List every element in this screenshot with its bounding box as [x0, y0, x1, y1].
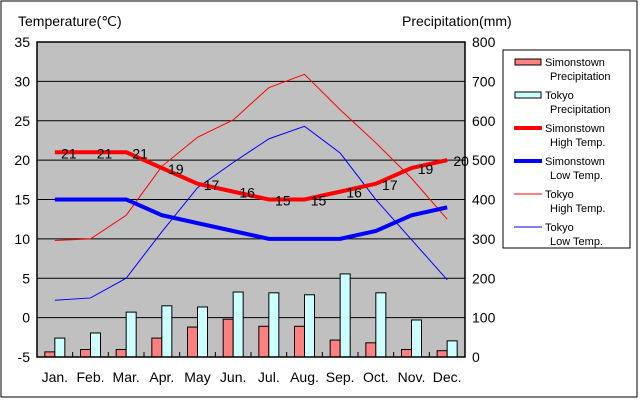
- legend-box: [502, 49, 631, 249]
- data-label: 21: [132, 145, 148, 161]
- precip-bar: [411, 319, 422, 358]
- legend-label: Low Temp.: [550, 170, 603, 182]
- x-tick-label: Jun.: [220, 369, 246, 385]
- left-tick-label: 30: [14, 73, 30, 89]
- temp-line: [54, 73, 448, 241]
- legend-label: Tokyo: [545, 90, 574, 102]
- legend-label: Tokyo: [545, 189, 574, 201]
- precip-bar: [161, 305, 173, 358]
- data-label: 19: [418, 161, 434, 177]
- data-label: 19: [168, 161, 184, 177]
- legend-label: Simonstown: [545, 57, 605, 69]
- legend-swatch: [514, 58, 542, 66]
- precip-bar: [436, 350, 448, 358]
- precip-bar: [115, 349, 127, 358]
- right-tick-label: 200: [472, 270, 496, 286]
- x-tick-label: Jan.: [42, 369, 68, 385]
- left-tick-label: 35: [14, 34, 30, 50]
- left-tick-label: -5: [18, 349, 31, 365]
- right-tick-label: 500: [472, 152, 496, 168]
- precip-bar: [54, 337, 66, 358]
- temp-line: [54, 125, 448, 301]
- left-tick-label: 10: [14, 231, 30, 247]
- legend-label: Precipitation: [550, 104, 611, 116]
- precip-bar: [80, 349, 91, 358]
- right-tick-label: 300: [472, 231, 496, 247]
- data-label: 16: [239, 185, 255, 201]
- precip-bar: [151, 337, 163, 358]
- left-tick-label: 25: [14, 113, 30, 129]
- x-tick-label: Nov.: [398, 369, 426, 385]
- x-tick-label: Sep.: [326, 369, 355, 385]
- precip-bar: [446, 340, 458, 358]
- precip-bar: [339, 273, 351, 358]
- right-tick-label: 700: [472, 73, 496, 89]
- x-tick-label: Dec.: [433, 369, 462, 385]
- x-tick-label: Jul.: [258, 369, 280, 385]
- precip-bar: [258, 325, 270, 358]
- left-axis-title: Temperature(℃): [18, 13, 122, 29]
- data-label: 20: [453, 153, 469, 169]
- precip-bar: [329, 339, 341, 358]
- precip-bar: [222, 318, 234, 358]
- legend-label: Tokyo: [545, 222, 574, 234]
- precip-bar: [44, 351, 56, 358]
- data-label: 17: [204, 177, 220, 193]
- precip-bar: [197, 306, 208, 358]
- left-tick-label: 15: [14, 192, 30, 208]
- precip-bar: [90, 332, 101, 358]
- right-axis-title: Precipitation(mm): [402, 13, 512, 29]
- right-tick-label: 400: [472, 192, 496, 208]
- precip-bar: [268, 292, 280, 358]
- precip-bar: [375, 292, 387, 358]
- legend-label: Low Temp.: [550, 236, 603, 248]
- data-label: 21: [61, 145, 77, 161]
- precip-bar: [304, 294, 315, 358]
- precip-bar: [365, 342, 377, 358]
- x-tick-label: Feb.: [76, 369, 104, 385]
- legend-label: Precipitation: [550, 71, 611, 83]
- legend-label: Simonstown: [545, 156, 605, 168]
- right-tick-label: 600: [472, 113, 496, 129]
- x-tick-label: May: [184, 369, 210, 385]
- x-tick-label: Aug.: [290, 369, 319, 385]
- legend-swatch: [514, 91, 542, 99]
- temp-line: [54, 197, 448, 241]
- legend-label: High Temp.: [550, 203, 605, 215]
- precip-bar: [294, 325, 305, 358]
- precip-bar: [401, 349, 412, 358]
- precip-bar: [187, 326, 198, 358]
- data-label: 15: [275, 193, 291, 209]
- right-tick-label: 100: [472, 310, 496, 326]
- x-tick-label: Mar.: [113, 369, 140, 385]
- legend-label: High Temp.: [550, 137, 605, 149]
- data-label: 21: [97, 145, 113, 161]
- data-label: 15: [311, 193, 327, 209]
- left-tick-label: 20: [14, 152, 30, 168]
- left-tick-label: 0: [22, 310, 30, 326]
- precip-bar: [125, 311, 137, 358]
- temp-line: [54, 150, 448, 202]
- x-tick-label: Oct.: [363, 369, 389, 385]
- left-tick-label: 5: [22, 270, 30, 286]
- data-label: 17: [382, 177, 398, 193]
- precip-bar: [232, 291, 244, 358]
- plot-border: [36, 41, 466, 358]
- legend-label: Simonstown: [545, 123, 605, 135]
- right-tick-label: 0: [472, 349, 480, 365]
- right-tick-label: 800: [472, 34, 496, 50]
- x-tick-label: Apr.: [149, 369, 174, 385]
- data-label: 16: [346, 185, 362, 201]
